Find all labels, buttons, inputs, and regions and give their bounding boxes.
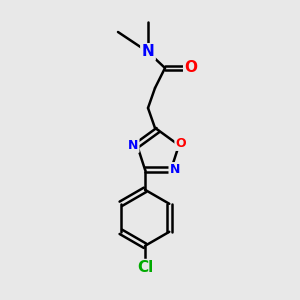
Text: N: N bbox=[128, 139, 138, 152]
Text: N: N bbox=[142, 44, 154, 59]
Text: O: O bbox=[184, 61, 197, 76]
Text: O: O bbox=[176, 137, 186, 150]
Text: N: N bbox=[170, 163, 180, 176]
Text: Cl: Cl bbox=[137, 260, 153, 275]
